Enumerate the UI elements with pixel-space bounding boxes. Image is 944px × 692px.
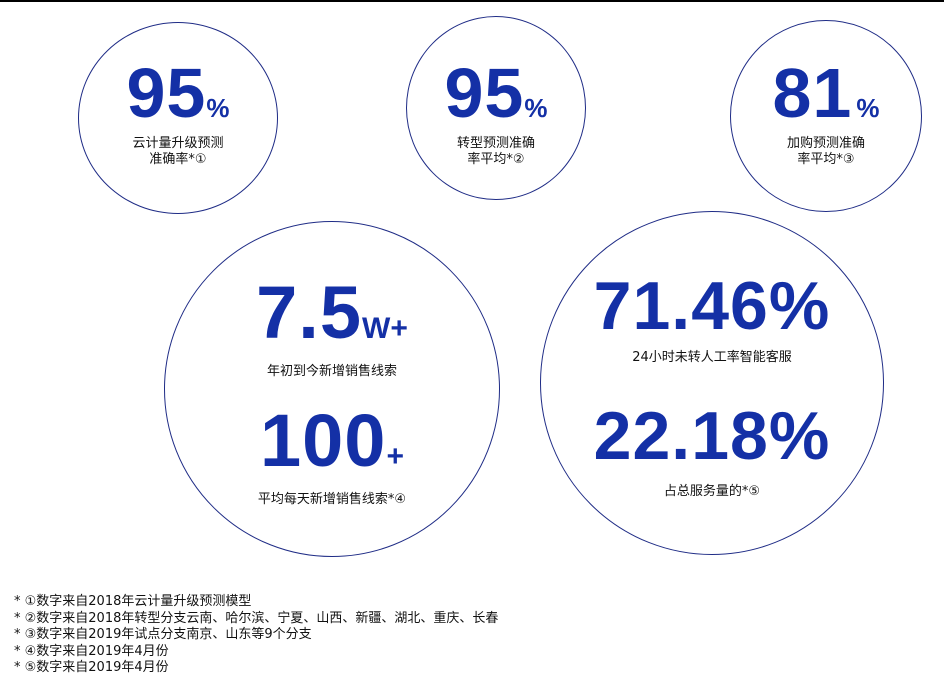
stat-label-line: 云计量升级预测 [132,136,224,151]
footnote: * ②数字来自2018年转型分支云南、哈尔滨、宁夏、山西、新疆、湖北、重庆、长春 [14,610,499,626]
stat-label-line: 率平均*② [467,152,525,167]
stat-cloud-metering: 95% 云计量升级预测 准确率*① [78,58,278,168]
stat-unit: % [856,93,880,123]
stat-no-transfer-rate: 71.46% 24小时未转人工率智能客服 [540,272,884,366]
stat-number: 81 [772,54,853,132]
footnote: * ④数字来自2019年4月份 [14,643,169,659]
stat-number: 95 [126,54,207,132]
stat-label-line: 准确率*① [149,152,207,167]
stat-add-on: 81% 加购预测准确 率平均*③ [730,58,922,168]
circle-add-on [730,20,922,212]
stat-unit: W+ [362,312,408,345]
stat-value: 95% [406,58,586,128]
stat-label: 平均每天新增销售线索*④ [257,492,407,507]
circle-smart-service [540,211,884,555]
footnotes: * ①数字来自2018年云计量升级预测模型 * ②数字来自2018年转型分支云南… [14,594,498,677]
stat-unit: % [206,93,230,123]
stat-label: 云计量升级预测 准确率*① [78,136,278,168]
stat-value: 7.5W+ [164,276,500,350]
stat-label: 加购预测准确 率平均*③ [730,136,922,168]
stat-ytd-leads: 7.5W+ 年初到今新增销售线索 [164,276,500,380]
circle-sales-leads [164,221,500,557]
stat-label-line: 转型预测准确 [456,136,535,151]
stat-value: 22.18% [593,398,831,474]
footnote: * ③数字来自2019年试点分支南京、山东等9个分支 [14,627,312,642]
stat-label-line: 率平均*③ [797,152,855,167]
stat-value: 71.46% [593,268,831,344]
top-rule [0,0,944,2]
stat-unit: % [524,93,548,123]
circle-transformation [406,16,586,200]
stat-number: 95 [444,54,525,132]
stat-daily-leads: 100+ 平均每天新增销售线索*④ [164,404,500,508]
stat-transformation: 95% 转型预测准确 率平均*② [406,58,586,168]
stat-label: 占总服务量的*⑤ [663,484,761,499]
footnote: * ①数字来自2018年云计量升级预测模型 [14,594,252,609]
stat-label: 转型预测准确 率平均*② [406,136,586,168]
stat-value: 95% [78,58,278,128]
stat-label: 年初到今新增销售线索 [266,364,397,379]
stat-label-line: 加购预测准确 [786,136,865,151]
footnote: * ⑤数字来自2019年4月份 [14,660,169,675]
circle-cloud-metering [78,22,278,214]
stat-value: 81% [730,58,922,128]
stat-number: 100 [260,399,387,482]
stat-unit: + [386,440,404,473]
stat-label: 24小时未转人工率智能客服 [632,350,792,365]
stat-value: 100+ [164,404,500,478]
stat-service-share: 22.18% 占总服务量的*⑤ [540,402,884,500]
stat-number: 7.5 [256,271,363,354]
